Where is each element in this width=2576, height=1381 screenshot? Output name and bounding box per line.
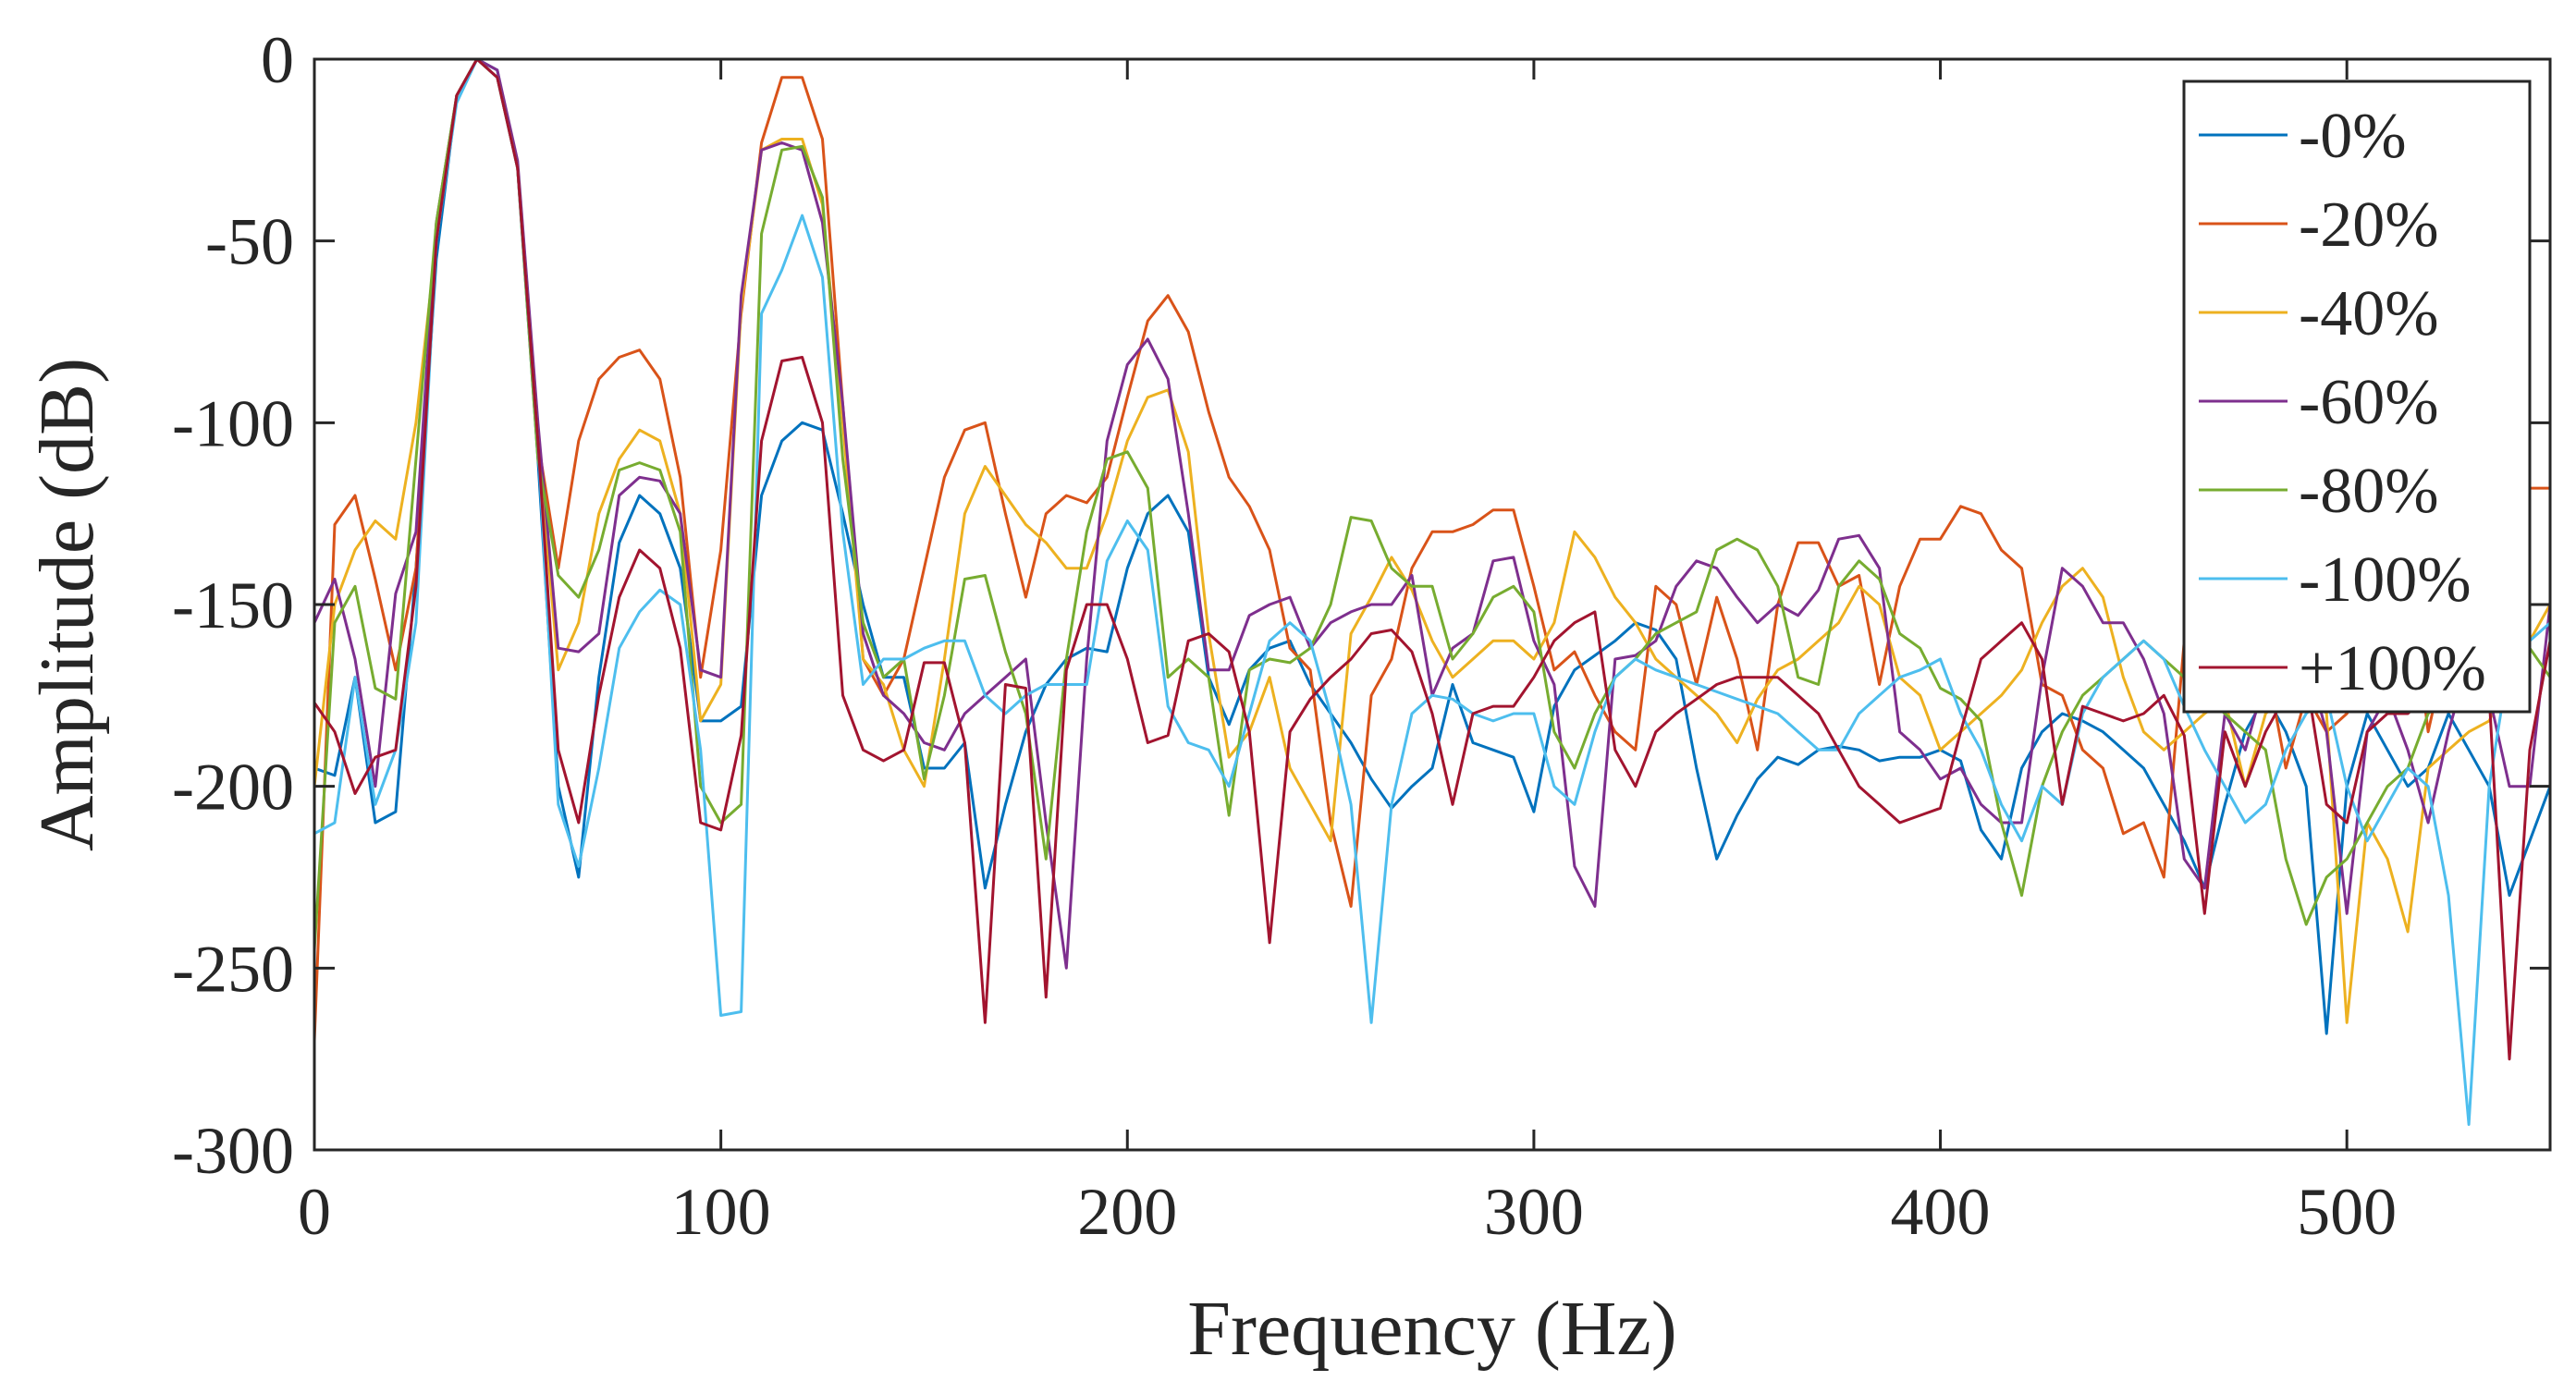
y-tick-label: -100 bbox=[172, 386, 294, 460]
y-ticks: 0 -50 -100 -150 -200 -250 -300 bbox=[172, 23, 2550, 1188]
y-axis-title: Amplitude (dB) bbox=[24, 358, 110, 851]
legend-label: +100% bbox=[2299, 633, 2486, 704]
legend-label: -20% bbox=[2299, 189, 2439, 261]
series-line-6 bbox=[314, 59, 2550, 1126]
x-tick-label: 100 bbox=[671, 1175, 771, 1249]
x-ticks: 0 100 200 300 400 500 bbox=[298, 59, 2397, 1249]
legend-label: -0% bbox=[2299, 101, 2407, 172]
legend-label: -60% bbox=[2299, 367, 2439, 438]
x-tick-label: 200 bbox=[1077, 1175, 1177, 1249]
x-tick-label: 400 bbox=[1891, 1175, 1991, 1249]
x-axis-title: Frequency (Hz) bbox=[1187, 1286, 1676, 1372]
legend-label: -100% bbox=[2299, 544, 2472, 616]
y-tick-label: -200 bbox=[172, 751, 294, 825]
y-tick-label: -250 bbox=[172, 932, 294, 1006]
series-line-3 bbox=[314, 59, 2550, 1024]
legend-label: -40% bbox=[2299, 278, 2439, 349]
series-layer bbox=[314, 59, 2550, 1126]
y-tick-label: -150 bbox=[172, 568, 294, 642]
legend: -0% -20% -40% -60% -80% -100% +100% bbox=[2182, 79, 2532, 714]
legend-box bbox=[2182, 79, 2532, 714]
y-tick-label: -300 bbox=[172, 1114, 294, 1188]
series-line-5 bbox=[314, 59, 2550, 950]
x-tick-label: 0 bbox=[298, 1175, 331, 1249]
y-tick-label: 0 bbox=[261, 23, 294, 97]
y-tick-label: -50 bbox=[205, 205, 294, 279]
legend-label: -80% bbox=[2299, 456, 2439, 527]
x-tick-label: 300 bbox=[1484, 1175, 1584, 1249]
series-line-7 bbox=[314, 59, 2550, 1061]
x-tick-label: 500 bbox=[2297, 1175, 2397, 1249]
